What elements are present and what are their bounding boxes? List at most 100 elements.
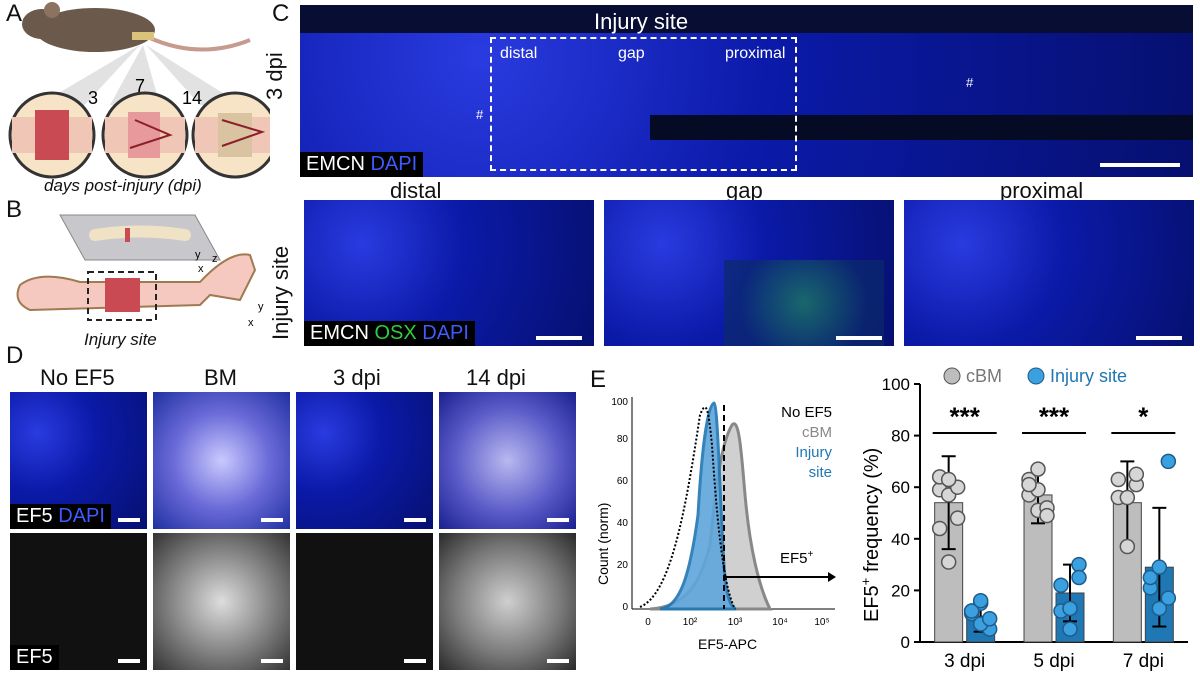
mouse-body xyxy=(35,8,155,52)
scale-bar xyxy=(1136,336,1182,340)
scale-bar xyxy=(261,659,283,663)
row-label-3dpi: 3 dpi xyxy=(262,52,287,100)
data-point xyxy=(940,471,957,488)
distal-micrograph: EMCN OSX DAPI xyxy=(304,200,594,346)
significance-label: * xyxy=(1138,401,1149,431)
data-point xyxy=(963,603,980,619)
data-point xyxy=(981,611,998,627)
ef5-frequency-chart: EF5+ frequency (%) 0 20 40 60 80 100 3 dpi 5 dp… xyxy=(858,366,1188,672)
col-title-14dpi: 14 dpi xyxy=(466,365,526,390)
hash-marker-2: # xyxy=(966,75,974,90)
panel-label-b: B xyxy=(6,196,23,223)
hist-ytick: 60 xyxy=(617,476,629,487)
bm-channel xyxy=(153,533,290,670)
scale-bar xyxy=(118,518,140,522)
data-point xyxy=(1119,489,1136,506)
data-point xyxy=(1071,569,1087,586)
scale-bar xyxy=(547,659,569,663)
scale-bar xyxy=(261,518,283,522)
injury-site-box xyxy=(87,271,157,321)
mouse-injury-schematic: 3 7 14 xyxy=(8,2,270,179)
scale-bar xyxy=(536,336,582,340)
data-point xyxy=(1030,461,1046,477)
bar-ytick-label: 20 xyxy=(891,581,910,600)
data-point xyxy=(1110,471,1127,488)
dpi3-merge xyxy=(296,392,433,529)
legend-injury-label: Injury site xyxy=(1050,366,1127,386)
svg-text:x: x xyxy=(248,317,254,329)
legend-injury-marker xyxy=(1027,367,1045,385)
panel-a-caption: days post-injury (dpi) xyxy=(44,176,202,195)
bone-3d xyxy=(89,225,191,241)
legend-cbm-marker xyxy=(943,367,961,385)
data-point xyxy=(1160,590,1177,606)
data-point xyxy=(1062,621,1078,637)
data-point xyxy=(1071,556,1087,573)
panel-label-a: A xyxy=(6,0,23,27)
significance-label: *** xyxy=(1039,401,1070,431)
svg-text:z: z xyxy=(212,253,218,265)
no-ef5-histogram-curve xyxy=(639,406,736,610)
panel-b-caption: Injury site xyxy=(84,330,157,349)
dpi3-channel xyxy=(296,533,433,670)
data-point xyxy=(1062,600,1078,617)
hist-ytick: 100 xyxy=(611,397,628,408)
overview-micrograph: Injury site distal gap proximal # # EMCN… xyxy=(300,5,1193,177)
significance-label: *** xyxy=(949,401,980,431)
proximal-micrograph xyxy=(904,200,1194,346)
data-point xyxy=(931,520,948,537)
dpi-3-circle xyxy=(8,91,96,179)
injury-site-box xyxy=(490,37,797,171)
region-gap: gap xyxy=(618,45,645,62)
hist-ytick: 40 xyxy=(617,518,629,529)
histogram-xticks: 0 10² 10³ 10⁴ 10⁵ xyxy=(645,617,829,628)
bm-merge xyxy=(153,392,290,529)
stain-label-zoom: EMCN OSX DAPI xyxy=(304,321,475,346)
injury-site-title: Injury site xyxy=(594,9,689,34)
hist-ytick: 0 xyxy=(622,602,628,613)
data-point xyxy=(1160,453,1177,470)
bar-ylabel: EF5+ frequency (%) xyxy=(858,448,883,622)
timepoint-7: 7 xyxy=(135,76,145,96)
bar-axes: 0 20 40 60 80 100 3 dpi 5 dpi 7 dpi xyxy=(882,375,1188,672)
col-title-3dpi: 3 dpi xyxy=(333,365,381,390)
bar-category-label: 3 dpi xyxy=(944,651,985,672)
histogram-ylabel: Count (norm) xyxy=(595,503,611,585)
bar-category-label: 7 dpi xyxy=(1123,651,1164,672)
hist-xtick: 10² xyxy=(683,617,698,628)
ef5-histogram: Count (norm) 0 20 40 60 80 100 EF5+ 0 10… xyxy=(595,397,836,652)
bar-ytick-label: 0 xyxy=(901,633,910,652)
col-title-no-ef5: No EF5 xyxy=(40,365,115,390)
data-point xyxy=(940,554,957,570)
scale-bar xyxy=(547,518,569,522)
legend-site: site xyxy=(809,464,832,481)
hist-ytick: 80 xyxy=(617,434,629,445)
svg-text:y: y xyxy=(258,301,264,313)
bar-marks: *** *** * xyxy=(931,401,1177,643)
timepoint-3: 3 xyxy=(88,88,98,108)
region-distal: distal xyxy=(500,45,538,62)
col-title-distal: distal xyxy=(390,178,442,203)
gap-micrograph xyxy=(604,200,894,346)
svg-text:x: x xyxy=(198,263,204,275)
scale-bar xyxy=(404,659,426,663)
data-point xyxy=(1119,538,1136,555)
svg-text:y: y xyxy=(195,249,201,261)
data-point xyxy=(1053,577,1069,593)
hist-xtick: 10⁴ xyxy=(772,617,787,628)
stain-label-ef5: EF5 xyxy=(10,645,59,670)
panel-label-c: C xyxy=(272,0,290,27)
row-label-injury: Injury site xyxy=(268,245,293,340)
mouse-tail xyxy=(149,36,251,52)
data-point xyxy=(949,510,966,526)
scale-bar xyxy=(836,336,882,340)
col-title-gap: gap xyxy=(726,178,763,203)
panel-label-e: E xyxy=(590,366,607,393)
data-point xyxy=(1151,559,1168,575)
hist-ytick: 20 xyxy=(617,560,629,571)
panel-label-d: D xyxy=(6,342,24,369)
hash-marker-1: # xyxy=(476,107,484,122)
dpi14-merge xyxy=(439,392,576,529)
data-point xyxy=(1128,466,1145,483)
scale-bar xyxy=(404,518,426,522)
